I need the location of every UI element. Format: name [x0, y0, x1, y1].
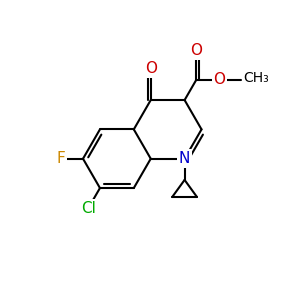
Text: CH₃: CH₃: [243, 71, 268, 85]
Text: N: N: [179, 151, 190, 166]
Text: O: O: [213, 72, 225, 87]
Text: Cl: Cl: [81, 201, 96, 216]
Text: O: O: [145, 61, 157, 76]
Text: O: O: [190, 43, 202, 58]
Text: F: F: [57, 151, 65, 166]
